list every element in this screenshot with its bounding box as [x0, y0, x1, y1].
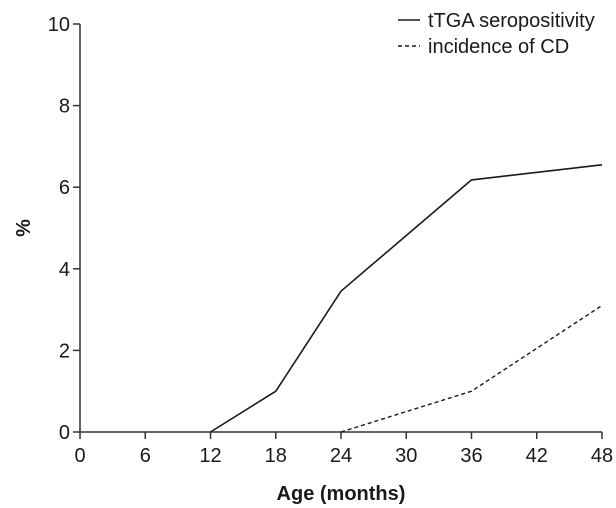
x-tick-label: 36 [460, 445, 482, 467]
x-axis-title: Age (months) [277, 483, 406, 505]
x-tick-label: 0 [74, 445, 85, 467]
y-axis-title: % [13, 219, 35, 237]
y-tick-label: 10 [48, 14, 70, 36]
x-tick-label: 6 [140, 445, 151, 467]
y-tick-label: 6 [59, 177, 70, 199]
y-axis-ticks: 0 2 4 6 8 10 [48, 14, 80, 444]
legend: tTGA seropositivity incidence of CD [398, 10, 595, 58]
series-line-1 [340, 304, 603, 433]
x-tick-label: 24 [330, 445, 352, 467]
series-lines [210, 164, 603, 433]
y-tick-label: 0 [59, 422, 70, 444]
y-tick-label: 2 [59, 340, 70, 362]
x-tick-label: 30 [395, 445, 417, 467]
x-axis-ticks: 0 6 12 18 24 30 36 42 48 [74, 432, 613, 467]
x-tick-label: 42 [526, 445, 548, 467]
x-tick-label: 12 [199, 445, 221, 467]
series-line-0 [210, 164, 603, 433]
legend-label-tTGA: tTGA seropositivity [428, 10, 595, 32]
legend-label-cd: incidence of CD [428, 36, 569, 58]
x-tick-label: 48 [591, 445, 613, 467]
y-tick-label: 4 [59, 259, 70, 281]
y-tick-label: 8 [59, 96, 70, 118]
x-tick-label: 18 [265, 445, 287, 467]
